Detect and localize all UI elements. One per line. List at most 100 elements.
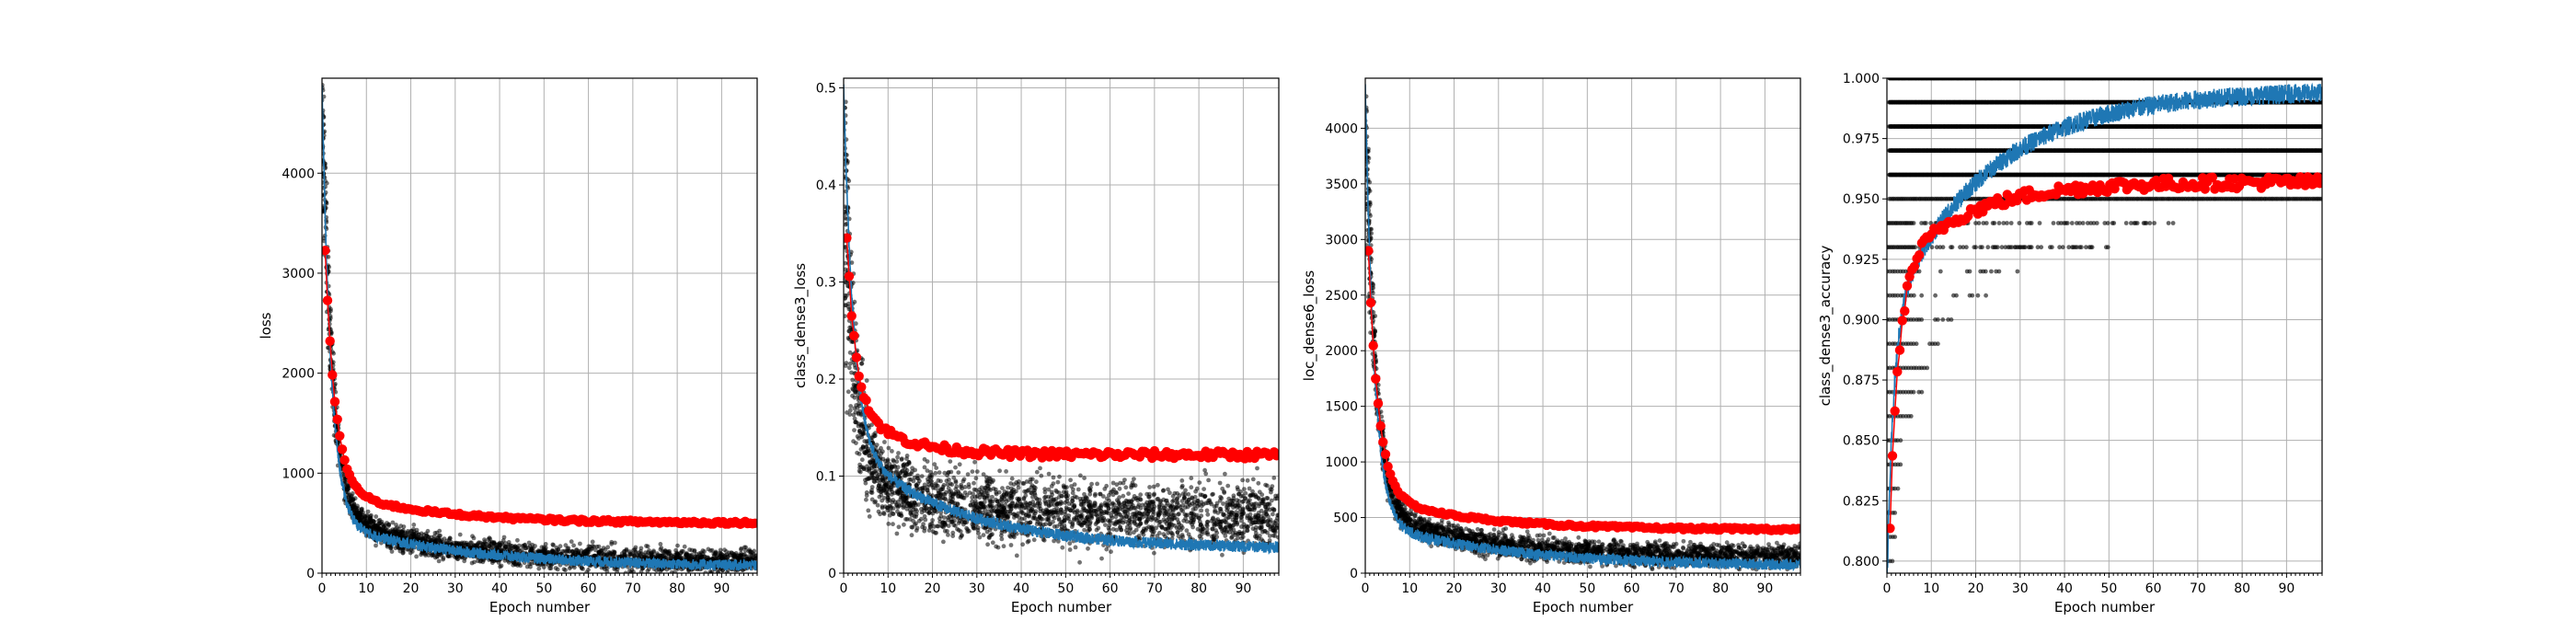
batch-point (1026, 538, 1031, 544)
batch-point (353, 510, 359, 515)
batch-point (603, 547, 608, 552)
batch-point (910, 524, 915, 530)
batch-point (981, 533, 986, 537)
batch-point (915, 502, 921, 507)
batch-point (502, 558, 508, 563)
batch-point (959, 482, 964, 488)
batch-point (1073, 545, 1078, 550)
batch-point (997, 468, 1002, 474)
batch-point (489, 540, 495, 546)
batch-point (1193, 489, 1198, 494)
batch-point (1138, 492, 1144, 498)
batch-point (586, 568, 591, 572)
batch-point (349, 493, 354, 499)
batch-point (730, 551, 735, 556)
batch-point (1086, 546, 1090, 551)
x-tick-label: 80 (669, 581, 685, 596)
batch-point (441, 557, 445, 562)
batch-point (1225, 483, 1231, 489)
batch-point (1104, 483, 1110, 489)
batch-point (390, 520, 396, 525)
batch-point (487, 544, 492, 548)
batch-point (1082, 476, 1087, 480)
batch-point (1223, 534, 1228, 538)
batch-point (520, 547, 524, 552)
validation-point (328, 370, 338, 380)
y-tick-label: 3000 (282, 267, 315, 282)
batch-point (553, 566, 558, 570)
batch-point (629, 568, 635, 572)
batch-point (1046, 471, 1052, 477)
x-tick-label: 20 (403, 581, 420, 596)
batch-point (357, 511, 362, 515)
batch-point (857, 401, 861, 407)
batch-point (1080, 496, 1086, 501)
batch-point (986, 509, 991, 514)
batch-point (511, 562, 516, 568)
batch-point (1240, 506, 1246, 512)
batch-point (374, 514, 379, 519)
batch-point (389, 549, 395, 554)
batch-point (945, 473, 949, 478)
batch-point (1234, 512, 1239, 518)
batch-point (941, 482, 947, 488)
batch-point (365, 509, 371, 514)
batch-point (1055, 479, 1061, 485)
batch-point (1179, 478, 1185, 483)
batch-point (739, 552, 744, 558)
batch-point (719, 556, 724, 560)
batch-point (847, 412, 853, 417)
batch-point (1001, 544, 1006, 549)
batch-point (437, 552, 442, 558)
x-tick-label: 40 (491, 581, 508, 596)
x-tick-label: 70 (625, 581, 641, 596)
batch-point (869, 485, 875, 489)
batch-point (1241, 499, 1246, 504)
batch-point (1123, 485, 1129, 490)
batch-point (1055, 510, 1060, 515)
batch-point (574, 547, 580, 553)
batch-point (1160, 489, 1166, 493)
batch-point (1034, 479, 1039, 485)
batch-point (1067, 541, 1073, 546)
batch-point (1273, 518, 1279, 523)
batch-point (1109, 549, 1113, 555)
batch-point (1043, 494, 1049, 500)
batch-point (1262, 502, 1268, 507)
batch-point (1057, 474, 1062, 479)
batch-point (398, 530, 404, 535)
batch-point (558, 544, 563, 549)
batch-point (685, 554, 691, 559)
batch-point (1070, 499, 1075, 503)
batch-point (1066, 501, 1072, 506)
batch-point (567, 566, 572, 571)
batch-point (1020, 480, 1026, 486)
batch-point (373, 523, 378, 528)
validation-point (339, 454, 350, 466)
batch-point (934, 466, 939, 470)
batch-point (752, 548, 757, 554)
batch-point (709, 547, 715, 553)
batch-point (386, 523, 392, 527)
batch-point (972, 459, 977, 465)
batch-point (1062, 523, 1067, 528)
batch-point (743, 545, 748, 550)
batch-point (914, 514, 918, 519)
batch-point (414, 554, 419, 559)
batch-point (948, 459, 953, 464)
batch-point (531, 546, 535, 551)
batch-point (1202, 467, 1207, 473)
batch-point (469, 540, 474, 546)
batch-point (1249, 501, 1254, 507)
batch-point (1179, 533, 1185, 537)
batch-point (382, 523, 386, 529)
batch-point (857, 436, 861, 441)
batch-point (1075, 487, 1081, 492)
batch-point (659, 546, 664, 550)
batch-point (502, 545, 508, 550)
batch-point (565, 546, 570, 551)
batch-point (1269, 498, 1274, 503)
batch-point (914, 482, 919, 488)
x-tick-label: 60 (581, 581, 597, 596)
batch-point (1271, 506, 1275, 512)
